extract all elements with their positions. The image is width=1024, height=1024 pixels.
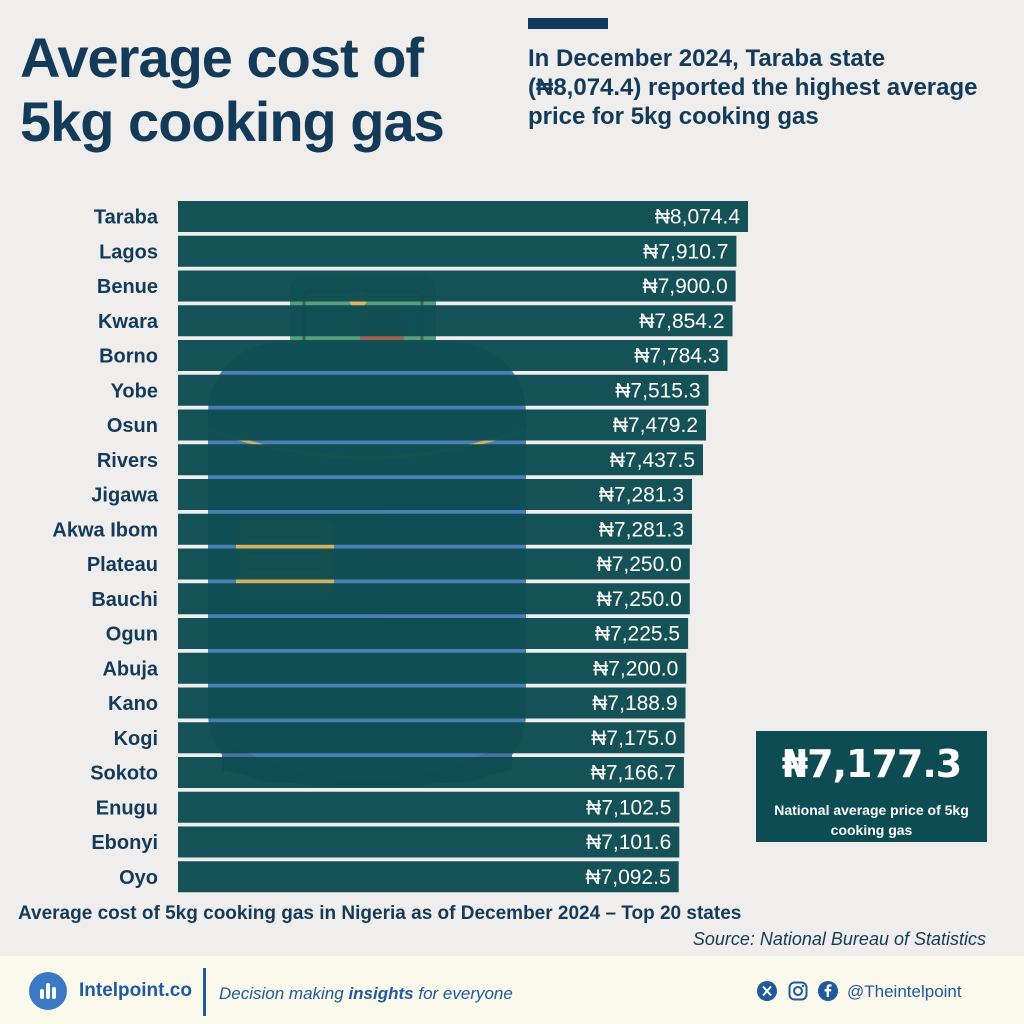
bar-akwa-ibom [178, 513, 692, 545]
category-label: Osun [107, 415, 158, 437]
source-note: Source: National Bureau of Statistics [692, 929, 986, 949]
category-label: Ebonyi [91, 832, 158, 854]
national-average-caption: National average price of 5kg cooking ga… [774, 802, 969, 838]
bar-rivers [178, 444, 703, 476]
value-label: ₦7,515.3 [615, 379, 700, 402]
footer-divider [203, 968, 206, 1016]
bar-kwara [178, 305, 733, 337]
category-label: Kogi [114, 728, 158, 750]
bar-sokoto [178, 757, 684, 788]
category-label: Borno [99, 346, 158, 368]
bar-bauchi [178, 583, 690, 615]
value-label: ₦7,250.0 [597, 553, 682, 576]
value-label: ₦7,250.0 [597, 588, 682, 611]
bar-benue [178, 270, 736, 302]
value-label: ₦7,900.0 [642, 275, 727, 298]
footer: Intelpoint.co Decision making insights f… [0, 956, 1024, 1024]
category-label: Bauchi [91, 589, 158, 611]
bar-jigawa [178, 479, 692, 510]
instagram-icon[interactable] [788, 981, 808, 1001]
category-label: Kano [108, 693, 158, 715]
value-label: ₦7,784.3 [634, 345, 719, 368]
category-label: Plateau [87, 554, 158, 576]
value-label: ₦7,092.5 [585, 866, 670, 889]
brand-link[interactable]: Intelpoint.co [79, 980, 192, 1001]
bar-enugu [178, 791, 680, 823]
bar-yobe [178, 374, 709, 406]
value-label: ₦7,910.7 [643, 240, 728, 263]
category-label: Abuja [102, 658, 158, 680]
category-label: Sokoto [90, 763, 158, 785]
bar-kano [178, 687, 686, 719]
category-label: Ogun [106, 624, 158, 646]
value-label: ₦7,166.7 [591, 762, 676, 785]
bar-lagos [178, 235, 737, 267]
category-label: Oyo [119, 867, 158, 889]
category-label: Yobe [111, 380, 158, 402]
value-label: ₦7,175.0 [591, 727, 676, 750]
bar-ogun [178, 618, 689, 649]
bar-chart: Taraba ₦8,074.4 Lagos ₦7,910.7 Benue ₦7,900.0… [52, 201, 748, 893]
x-icon[interactable] [757, 981, 777, 1001]
facebook-icon[interactable] [818, 981, 838, 1001]
category-label: Jigawa [91, 485, 159, 507]
value-label: ₦7,102.5 [586, 796, 671, 819]
category-label: Benue [97, 276, 158, 298]
category-label: Taraba [94, 207, 159, 229]
value-label: ₦7,188.9 [592, 692, 677, 715]
value-label: ₦7,479.2 [613, 414, 698, 437]
category-label: Enugu [96, 797, 158, 819]
value-label: ₦7,437.5 [610, 449, 695, 472]
intelpoint-logo-icon[interactable] [29, 972, 67, 1010]
bar-abuja [178, 652, 687, 684]
category-label: Lagos [99, 241, 158, 263]
bar-oyo [178, 861, 679, 893]
value-label: ₦8,074.4 [655, 206, 741, 229]
social-handle[interactable]: @Theintelpoint [847, 982, 962, 1001]
value-label: ₦7,200.0 [593, 657, 678, 680]
value-label: ₦7,854.2 [639, 310, 724, 333]
bars-group: Taraba ₦8,074.4 Lagos ₦7,910.7 Benue ₦7,900.0… [52, 201, 748, 893]
tagline: Decision making insights for everyone [219, 984, 513, 1004]
bar-borno [178, 340, 728, 371]
value-label: ₦7,225.5 [595, 623, 680, 646]
category-label: Rivers [97, 450, 158, 472]
value-label: ₦7,101.6 [586, 831, 671, 854]
bar-taraba [178, 201, 748, 232]
tagline-emphasis: insights [348, 984, 414, 1003]
national-average-value: ₦7,177.3 [781, 742, 963, 786]
category-label: Kwara [98, 311, 159, 333]
chart-caption: Average cost of 5kg cooking gas in Niger… [18, 903, 742, 924]
category-label: Akwa Ibom [52, 519, 158, 541]
tagline-part: Decision making [219, 984, 349, 1003]
bar-plateau [178, 548, 690, 580]
bar-osun [178, 409, 706, 441]
accent-bar [528, 18, 608, 29]
bar-ebonyi [178, 826, 680, 858]
page-title: Average cost of 5kg cooking gas [20, 26, 445, 153]
value-label: ₦7,281.3 [599, 518, 684, 541]
bar-kogi [178, 722, 685, 754]
national-average-card: ₦7,177.3 National average price of 5kg c… [756, 731, 987, 842]
tagline-part-end: for everyone [413, 984, 513, 1003]
headline-text: In December 2024, Taraba state (₦8,074.4… [528, 45, 978, 130]
value-label: ₦7,281.3 [599, 484, 684, 507]
